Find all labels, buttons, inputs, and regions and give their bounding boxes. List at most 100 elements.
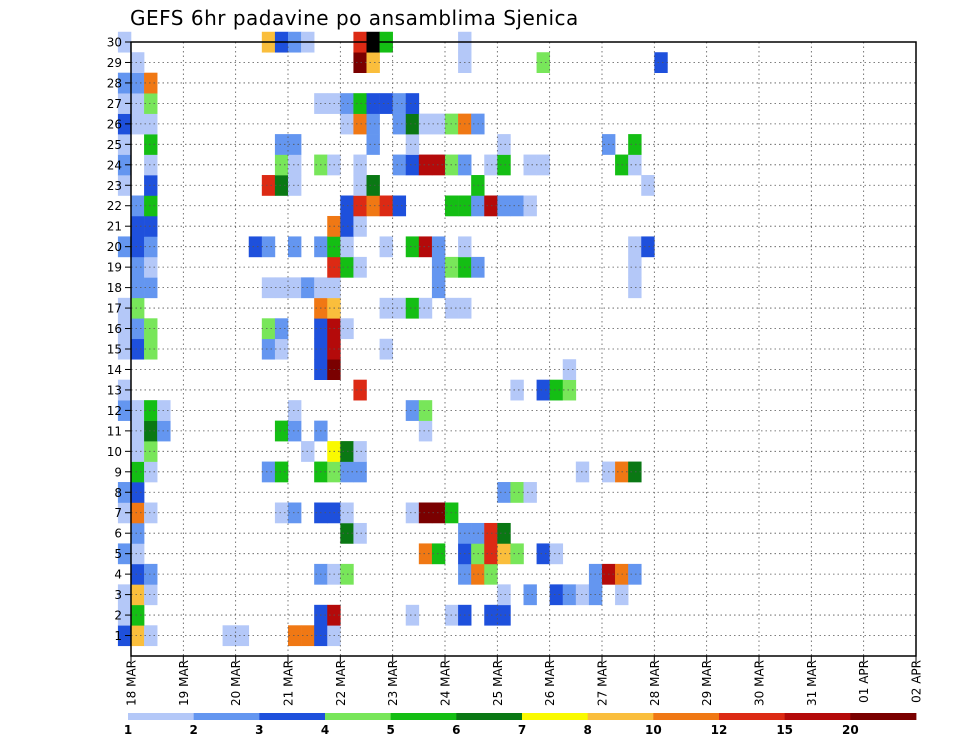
heatmap-cell (510, 482, 524, 503)
legend-swatch (128, 713, 195, 720)
heatmap-cell (288, 175, 302, 196)
y-tick-label: 9 (114, 465, 122, 479)
y-tick-label: 28 (107, 76, 122, 90)
heatmap-cell (117, 134, 132, 155)
y-tick-label: 14 (107, 363, 122, 377)
heatmap-cell (549, 543, 564, 565)
heatmap-cell (628, 277, 642, 299)
x-tick-label: 26 MAR (543, 660, 557, 706)
heatmap-cell (131, 625, 145, 647)
heatmap-cell (366, 113, 380, 135)
heatmap-cell (392, 195, 407, 217)
heatmap-cell (536, 154, 550, 176)
y-axis-ticks: 1234567891011121314151617181920212223242… (107, 36, 131, 643)
heatmap-cell (274, 134, 289, 155)
heatmap-cell (510, 379, 524, 401)
heatmap-cell (418, 400, 433, 421)
heatmap-cell (353, 175, 367, 196)
heatmap-cell (131, 441, 145, 462)
heatmap-cell (497, 154, 511, 176)
heatmap-cell (261, 461, 276, 483)
x-tick-label: 19 MAR (177, 660, 191, 706)
x-tick-label: 18 MAR (125, 660, 139, 706)
legend-label: 5 (386, 723, 394, 737)
legend-label: 7 (518, 723, 526, 737)
y-tick-label: 15 (107, 343, 122, 357)
heatmap-cell (117, 379, 132, 401)
heatmap-cell (131, 93, 145, 114)
heatmap-cell (261, 338, 276, 360)
heatmap-cell (117, 543, 132, 565)
heatmap-cell (353, 113, 367, 135)
heatmap-cell (117, 318, 132, 340)
x-tick-label: 28 MAR (648, 660, 662, 706)
heatmap-cell (510, 195, 524, 217)
heatmap-cell (144, 134, 158, 155)
heatmap-cell (641, 175, 655, 196)
heatmap-cell (628, 563, 642, 585)
legend-swatch (719, 713, 786, 720)
legend-swatch (325, 713, 392, 720)
heatmap-cell (575, 584, 590, 606)
heatmap-cell (431, 277, 446, 299)
heatmap-cell (510, 543, 524, 565)
heatmap-cell (117, 93, 132, 114)
y-tick-label: 17 (107, 302, 122, 316)
heatmap-cell (418, 154, 433, 176)
heatmap-cell (536, 52, 550, 73)
y-tick-label: 25 (107, 138, 122, 152)
heatmap-cell (353, 195, 367, 217)
heatmap-cell (628, 461, 642, 483)
heatmap-cell (484, 563, 498, 585)
y-tick-label: 1 (114, 629, 122, 643)
y-tick-label: 30 (107, 36, 122, 50)
heatmap-cell (562, 359, 577, 380)
heatmap-cell (353, 461, 367, 483)
heatmap-cell (418, 420, 433, 442)
heatmap-cell (379, 93, 393, 114)
heatmap-cell (117, 502, 132, 524)
heatmap-cell (288, 502, 302, 524)
heatmap-cell (562, 379, 577, 401)
legend-label: 6 (452, 723, 460, 737)
heatmap-cell (117, 604, 132, 626)
heatmap-cell (405, 236, 420, 258)
heatmap-cell (353, 256, 367, 278)
heatmap-cell (418, 113, 433, 135)
legend-swatch (259, 713, 326, 720)
x-tick-label: 31 MAR (805, 660, 819, 706)
legend-label: 20 (842, 723, 859, 737)
heatmap-cell (131, 72, 145, 94)
heatmap-cell (274, 461, 289, 483)
legend-swatch (850, 713, 917, 720)
heatmap-cell (405, 113, 420, 135)
heatmap-cell (117, 72, 132, 94)
heatmap-cell (117, 154, 132, 176)
x-tick-label: 25 MAR (491, 660, 505, 706)
heatmap-cell (366, 175, 380, 196)
heatmap-cell (131, 502, 145, 524)
heatmap-cell (418, 502, 433, 524)
heatmap-cell (405, 93, 420, 114)
heatmap-cell (144, 502, 158, 524)
heatmap-cell (144, 584, 158, 606)
y-tick-label: 26 (107, 117, 122, 131)
y-tick-label: 5 (114, 547, 122, 561)
x-tick-label: 30 MAR (753, 660, 767, 706)
heatmap-cell (628, 154, 642, 176)
heatmap-cell (288, 420, 302, 442)
heatmap-cell (392, 113, 407, 135)
x-tick-label: 22 MAR (334, 660, 348, 706)
y-tick-label: 19 (107, 261, 122, 275)
heatmap-cell (523, 482, 537, 503)
y-tick-label: 2 (114, 609, 122, 623)
heatmap-cell (131, 277, 145, 299)
y-tick-label: 12 (107, 404, 122, 418)
heatmap-cell (431, 502, 446, 524)
heatmap-cell (131, 584, 145, 606)
heatmap-cell (274, 175, 289, 196)
heatmap-cell (575, 461, 590, 483)
x-tick-label: 29 MAR (700, 660, 714, 706)
heatmap-cell (117, 236, 132, 258)
y-tick-label: 3 (114, 588, 122, 602)
